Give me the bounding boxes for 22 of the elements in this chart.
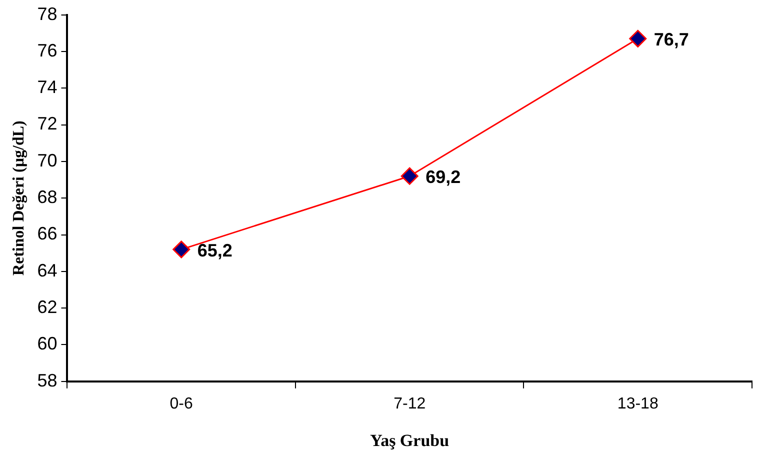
point (629, 30, 647, 48)
y-tick-label: 58 (37, 370, 58, 390)
y-tick-label: 78 (37, 4, 58, 24)
y-tick-label: 60 (37, 334, 58, 354)
x-tick-label: 13-18 (617, 395, 658, 412)
data-label: 69,2 (426, 167, 461, 188)
y-tick-label: 64 (37, 260, 58, 280)
y-tick-label: 68 (37, 187, 58, 208)
x-tick-label: 0-6 (170, 395, 194, 412)
y-tick-label: 72 (37, 114, 58, 134)
y-tick-label: 70 (37, 150, 58, 170)
point (172, 240, 190, 258)
y-tick-label: 76 (37, 40, 58, 60)
y-axis-title: Retinol Değeri (µg/dL) (10, 120, 28, 276)
point (400, 167, 418, 185)
x-axis-title: Yaş Grubu (370, 431, 450, 450)
data-label: 76,7 (654, 30, 689, 50)
y-tick-label: 74 (37, 77, 58, 98)
x-tick-label: 7-12 (394, 395, 426, 412)
data-label: 65,2 (197, 240, 232, 260)
y-tick-label: 62 (37, 297, 58, 318)
y-tick-label: 66 (37, 224, 58, 244)
